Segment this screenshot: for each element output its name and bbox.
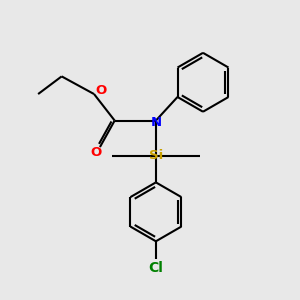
- Text: N: N: [150, 116, 161, 128]
- Text: Cl: Cl: [148, 261, 163, 275]
- Text: O: O: [91, 146, 102, 159]
- Text: Si: Si: [149, 149, 163, 162]
- Text: O: O: [95, 84, 106, 97]
